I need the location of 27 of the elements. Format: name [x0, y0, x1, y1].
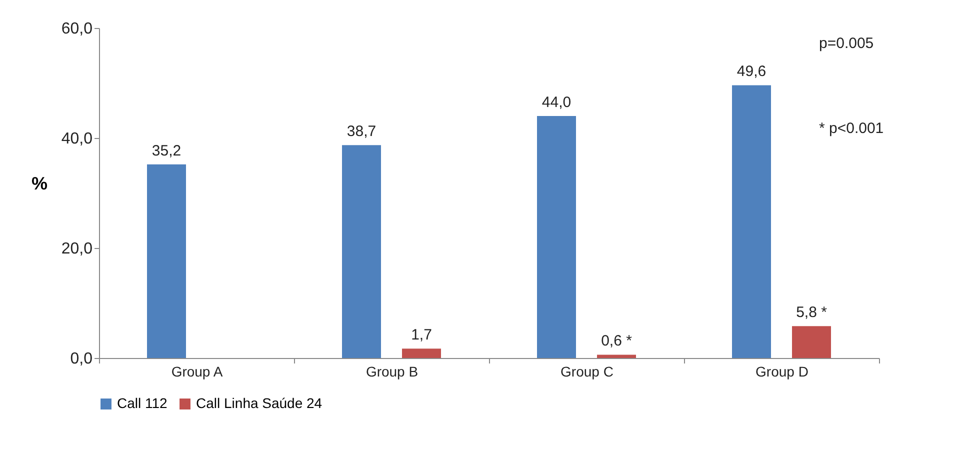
bar — [342, 145, 381, 358]
bar — [147, 164, 186, 358]
bar — [402, 348, 441, 358]
data-label: 44,0 — [542, 94, 572, 111]
data-label: 1,7 — [411, 326, 432, 344]
y-axis-title: % — [31, 174, 48, 194]
y-tick-label: 40,0 — [61, 130, 93, 148]
data-label: 38,7 — [346, 123, 376, 140]
y-tick-label: 20,0 — [61, 240, 93, 258]
data-label: 5,8 * — [796, 304, 828, 322]
bar — [537, 116, 576, 358]
bar — [597, 354, 636, 358]
legend-label: Call Linha Saúde 24 — [196, 395, 322, 411]
x-tick-label: Group C — [560, 364, 614, 380]
annotation: p=0.005 — [819, 35, 874, 52]
x-tick-label: Group B — [366, 364, 418, 380]
bar — [792, 326, 831, 358]
bar — [732, 85, 771, 358]
data-label: 35,2 — [152, 142, 182, 160]
annotation: * p<0.001 — [819, 120, 884, 137]
x-tick-label: Group D — [756, 364, 808, 380]
legend-label: Call 112 — [117, 395, 168, 411]
y-tick-label: 60,0 — [61, 20, 93, 38]
x-tick-label: Group A — [171, 364, 224, 380]
data-label: 49,6 — [736, 63, 766, 80]
data-label: 0,6 * — [601, 332, 632, 350]
y-tick-label: 0,0 — [70, 350, 93, 368]
